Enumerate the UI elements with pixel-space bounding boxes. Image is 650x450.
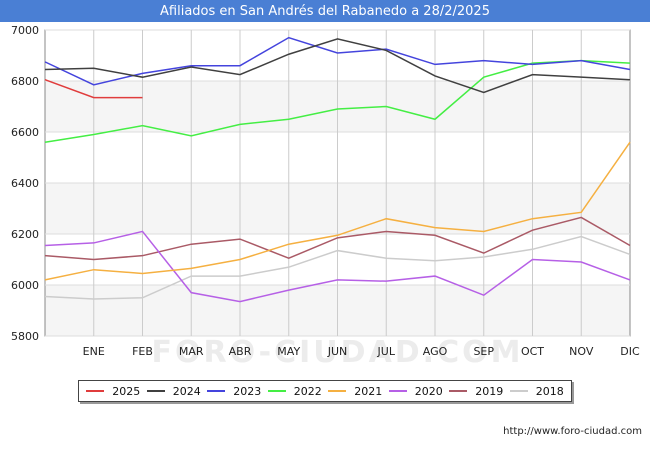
line-chart: FORO-CIUDAD.COM 5800 6000 6200 6400 6600 6800… bbox=[11, 24, 640, 370]
legend-swatch bbox=[86, 390, 105, 392]
series-line-2018 bbox=[44, 235, 631, 300]
legend-item-2019: 2019 bbox=[449, 385, 503, 398]
legend-item-2025: 2025 bbox=[86, 385, 140, 398]
x-tick-label: OCT bbox=[521, 345, 544, 358]
legend-label: 2019 bbox=[475, 384, 504, 398]
legend-swatch bbox=[509, 390, 528, 392]
legend-label: 2025 bbox=[112, 384, 141, 398]
chart-legend: 2025 2024 2023 2022 2021 2020 2019 2018 bbox=[78, 380, 572, 402]
legend-item-2021: 2021 bbox=[328, 385, 382, 398]
y-tick-label: 7000 bbox=[11, 24, 39, 37]
x-tick-label: FEB bbox=[132, 345, 153, 358]
legend-item-2020: 2020 bbox=[388, 384, 443, 398]
x-tick-label: JUL bbox=[377, 345, 396, 358]
series-line-2022 bbox=[44, 59, 631, 143]
legend-swatch bbox=[207, 390, 226, 392]
legend-item-2022: 2022 bbox=[267, 384, 322, 398]
series-line-2023 bbox=[44, 36, 631, 86]
legend-label: 2024 bbox=[172, 384, 201, 398]
y-tick-label: 6000 bbox=[11, 279, 39, 292]
x-tick-label: NOV bbox=[569, 345, 594, 358]
x-axis-ticks: ENE FEB MAR ABR MAY JUN JUL AGO SEP OCT NOV DIC bbox=[83, 345, 640, 358]
legend-item-2024: 2024 bbox=[146, 384, 201, 398]
series-line-2019 bbox=[44, 216, 631, 261]
y-tick-label: 5800 bbox=[11, 330, 39, 343]
legend-swatch bbox=[388, 390, 407, 392]
legend-label: 2020 bbox=[414, 384, 443, 398]
legend-item-2023: 2023 bbox=[207, 385, 261, 398]
x-tick-label: SEP bbox=[473, 345, 494, 358]
series-lines bbox=[44, 36, 631, 303]
series-line-2025 bbox=[44, 79, 143, 99]
y-tick-label: 6600 bbox=[11, 126, 39, 139]
watermark-text: FORO-CIUDAD.COM bbox=[152, 335, 524, 370]
y-tick-label: 6400 bbox=[11, 177, 39, 190]
x-tick-label: DIC bbox=[620, 345, 640, 358]
y-tick-label: 6200 bbox=[11, 228, 39, 241]
source-url: http://www.foro-ciudad.com bbox=[503, 426, 642, 437]
series-line-2021 bbox=[44, 141, 631, 281]
y-axis-ticks: 5800 6000 6200 6400 6600 6800 7000 bbox=[11, 24, 39, 343]
x-tick-label: ENE bbox=[83, 345, 105, 358]
x-tick-label: ABR bbox=[229, 345, 252, 358]
legend-label: 2021 bbox=[354, 384, 383, 398]
grid-lines bbox=[45, 29, 630, 337]
x-tick-label: AGO bbox=[423, 345, 448, 358]
legend-label: 2023 bbox=[233, 384, 262, 398]
legend-label: 2018 bbox=[535, 384, 564, 398]
series-line-2024 bbox=[44, 38, 631, 94]
series-line-2020 bbox=[44, 230, 631, 303]
legend-item-2018: 2018 bbox=[509, 384, 564, 398]
y-tick-label: 6800 bbox=[11, 75, 39, 88]
x-tick-label: MAR bbox=[179, 345, 204, 358]
legend-swatch bbox=[449, 390, 468, 392]
legend-swatch bbox=[328, 390, 347, 392]
legend-swatch bbox=[146, 390, 165, 392]
x-tick-label: JUN bbox=[327, 345, 348, 358]
chart-title: Afiliados en San Andrés del Rabanedo a 2… bbox=[0, 0, 650, 22]
x-tick-label: MAY bbox=[277, 345, 300, 358]
legend-label: 2022 bbox=[293, 384, 322, 398]
legend-swatch bbox=[267, 390, 286, 392]
